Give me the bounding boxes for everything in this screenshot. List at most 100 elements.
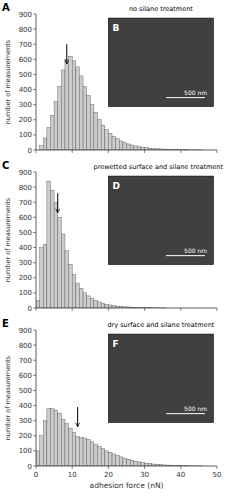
y-tick-label: 300 [19, 259, 32, 267]
inset-label: B [113, 23, 120, 33]
y-tick-label: 400 [19, 86, 32, 94]
bar [108, 452, 112, 466]
bar [79, 437, 83, 466]
bar [83, 87, 87, 150]
x-tick [72, 150, 73, 153]
panel-label: C [2, 160, 9, 171]
panel: 0100200300400500600700800900number of me… [2, 160, 223, 313]
x-tick-label: 30 [140, 471, 149, 479]
bar [40, 145, 44, 150]
bar [76, 437, 80, 466]
bar [90, 442, 94, 466]
bar [54, 410, 58, 466]
y-tick-label: 100 [19, 289, 32, 297]
y-axis [36, 14, 37, 150]
bar [116, 455, 120, 466]
bar [87, 440, 91, 466]
y-tick [33, 277, 36, 278]
arrow [77, 407, 78, 427]
bar [40, 436, 44, 466]
bar [137, 147, 141, 150]
y-tick [33, 104, 36, 105]
y-axis-label: number of measurements [4, 39, 12, 124]
x-tick-label: 10 [68, 471, 77, 479]
y-tick [33, 360, 36, 361]
bar [83, 438, 87, 466]
scale-bar-label: 500 nm [184, 405, 207, 412]
title: no silane treatment [129, 5, 193, 13]
x-tick [180, 308, 181, 311]
y-tick [33, 74, 36, 75]
y-axis-label: number of measurements [4, 355, 12, 440]
bar [105, 304, 109, 308]
y-tick-label: 100 [19, 447, 32, 455]
bar [112, 136, 116, 150]
panel: 010020030040050060070080090001020304050n… [2, 318, 221, 490]
y-tick [33, 466, 36, 467]
panel-label: A [2, 2, 10, 13]
bar [98, 120, 102, 150]
bar [112, 454, 116, 466]
bar [58, 217, 62, 308]
y-tick-label: 500 [19, 229, 32, 237]
bar [105, 130, 109, 150]
bar [119, 457, 123, 466]
x-tick [144, 308, 145, 311]
inset-image [108, 334, 213, 422]
y-tick [33, 420, 36, 421]
bar [116, 139, 120, 150]
x-axis-label: adhesion force (nN) [90, 481, 164, 490]
figure: 0100200300400500600700800900number of me… [0, 0, 225, 500]
bar [79, 288, 83, 308]
y-tick [33, 405, 36, 406]
bar [101, 449, 105, 466]
x-tick [108, 308, 109, 311]
y-tick [33, 89, 36, 90]
y-tick-label: 200 [19, 274, 32, 282]
bar [94, 444, 98, 466]
y-tick [33, 187, 36, 188]
bar [58, 413, 62, 466]
y-tick [33, 217, 36, 218]
y-tick [33, 59, 36, 60]
bar [94, 112, 98, 150]
y-tick-label: 900 [19, 327, 32, 335]
bar [47, 181, 51, 308]
inset-image [108, 18, 213, 106]
bar [72, 275, 76, 308]
y-tick [33, 308, 36, 309]
bar [43, 138, 47, 150]
x-axis [36, 150, 217, 151]
bar [87, 296, 91, 308]
bar [127, 144, 131, 150]
y-tick-label: 0 [28, 147, 32, 155]
bar [76, 67, 80, 150]
bar [127, 459, 131, 466]
y-axis [36, 172, 37, 308]
bar [98, 446, 102, 466]
y-tick-label: 0 [28, 305, 32, 313]
x-tick [36, 308, 37, 311]
bar [94, 300, 98, 308]
bar [69, 428, 73, 466]
bar [50, 115, 54, 150]
y-tick [33, 172, 36, 173]
bar [134, 461, 138, 466]
scale-bar [166, 255, 205, 256]
y-tick [33, 29, 36, 30]
y-tick [33, 262, 36, 263]
scale-bar-label: 500 nm [184, 247, 207, 254]
bar [43, 421, 47, 466]
bar [79, 76, 83, 150]
y-tick-label: 400 [19, 402, 32, 410]
bar [43, 245, 47, 308]
inset-label: F [113, 339, 119, 349]
y-tick-label: 200 [19, 432, 32, 440]
y-tick-label: 300 [19, 417, 32, 425]
y-tick [33, 375, 36, 376]
bar [54, 102, 58, 150]
y-tick-label: 700 [19, 41, 32, 49]
y-axis [36, 330, 37, 466]
y-tick [33, 330, 36, 331]
x-tick-label: 20 [104, 471, 113, 479]
